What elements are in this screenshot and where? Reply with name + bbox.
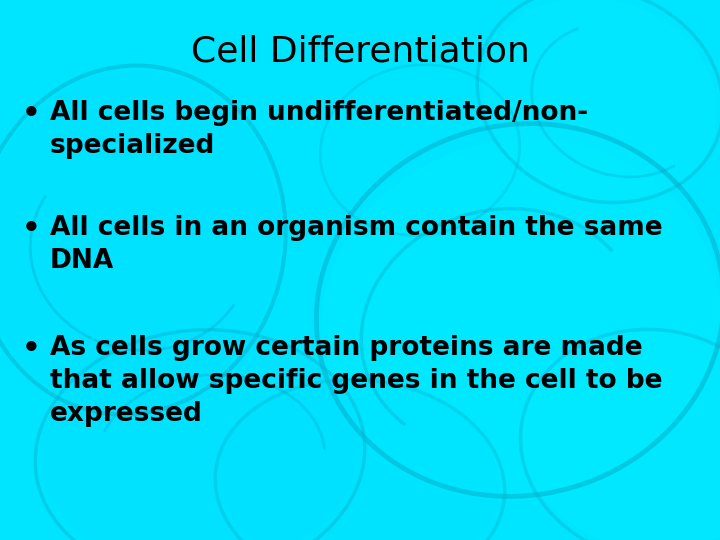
Text: •: • xyxy=(22,335,41,363)
Ellipse shape xyxy=(521,329,720,540)
Ellipse shape xyxy=(40,329,360,540)
Text: All cells in an organism contain the same
DNA: All cells in an organism contain the sam… xyxy=(50,215,662,274)
Ellipse shape xyxy=(220,380,500,540)
Text: •: • xyxy=(22,215,41,243)
Text: •: • xyxy=(22,100,41,128)
Ellipse shape xyxy=(0,71,281,409)
Text: All cells begin undifferentiated/non-
specialized: All cells begin undifferentiated/non- sp… xyxy=(50,100,588,159)
Text: As cells grow certain proteins are made
that allow specific genes in the cell to: As cells grow certain proteins are made … xyxy=(50,335,662,427)
Ellipse shape xyxy=(482,0,718,202)
Text: Cell Differentiation: Cell Differentiation xyxy=(191,35,529,69)
Ellipse shape xyxy=(321,139,719,502)
